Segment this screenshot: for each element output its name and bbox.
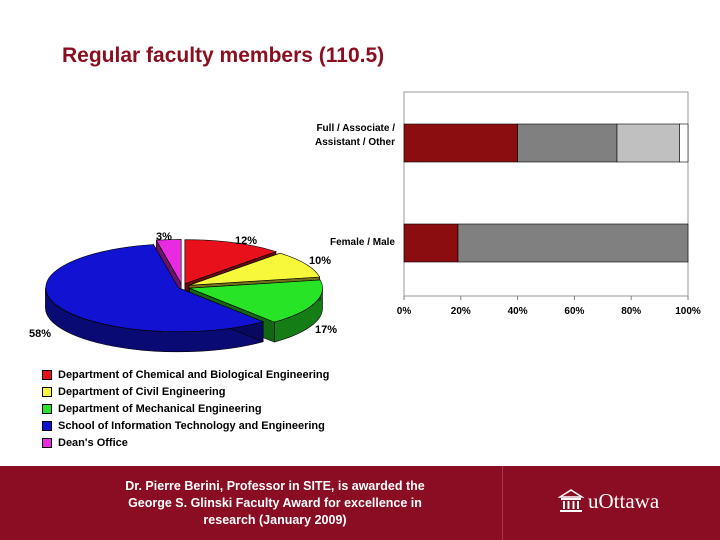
- pie-data-label: 17%: [315, 324, 337, 336]
- legend-item: School of Information Technology and Eng…: [42, 417, 329, 434]
- legend-swatch: [42, 437, 52, 448]
- x-tick-label: 40%: [508, 306, 528, 317]
- footer-announcement: Dr. Pierre Berini, Professor in SITE, is…: [60, 478, 490, 529]
- legend-swatch: [42, 386, 52, 397]
- footer-banner: Dr. Pierre Berini, Professor in SITE, is…: [0, 466, 720, 540]
- legend-swatch: [42, 420, 52, 431]
- pie-slice: [188, 252, 321, 286]
- logo-text: uOttawa: [588, 488, 660, 513]
- legend-item: Department of Chemical and Biological En…: [42, 366, 329, 383]
- legend-label: Department of Chemical and Biological En…: [58, 368, 330, 381]
- pie-slice: [45, 244, 265, 332]
- legend-label: Department of Civil Engineering: [58, 385, 226, 398]
- plot-area: [403, 91, 689, 297]
- pie-slice: [155, 239, 182, 285]
- bar-segment: [403, 123, 518, 163]
- legend-label: Department of Mechanical Engineering: [58, 402, 262, 415]
- x-tick-label: 60%: [564, 306, 584, 317]
- pie-legend: Department of Chemical and Biological En…: [42, 366, 329, 451]
- category-label: Assistant / Other: [315, 137, 395, 148]
- x-tick-label: 80%: [621, 306, 641, 317]
- x-tick-label: 100%: [675, 306, 701, 317]
- legend-item: Dean's Office: [42, 434, 329, 451]
- footer-line: Dr. Pierre Berini, Professor in SITE, is…: [125, 479, 425, 493]
- legend-item: Department of Civil Engineering: [42, 383, 329, 400]
- legend-swatch: [42, 369, 52, 380]
- footer-line: George S. Glinski Faculty Award for exce…: [128, 496, 422, 510]
- legend-item: Department of Mechanical Engineering: [42, 400, 329, 417]
- pie-data-label: 10%: [309, 255, 331, 267]
- building-icon: [558, 489, 584, 512]
- uottawa-logo: uOttawa: [558, 488, 659, 514]
- category-label: Female / Male: [330, 237, 395, 248]
- pie-slice: [189, 279, 323, 323]
- pie-data-label: 12%: [235, 235, 257, 247]
- bar-segment: [457, 223, 689, 263]
- pie-data-label: 3%: [156, 231, 172, 243]
- pie-slice: [184, 239, 277, 285]
- stacked-bar-chart: Full / Associate / Assistant / Other Femal…: [315, 91, 701, 317]
- legend-label: School of Information Technology and Eng…: [58, 419, 325, 432]
- page-title: Regular faculty members (110.5): [62, 44, 385, 67]
- x-tick-label: 0%: [397, 306, 412, 317]
- pie-chart: 12% 10% 17% 58% 3%: [29, 231, 337, 353]
- bar-segment: [403, 223, 459, 263]
- bar-segment: [517, 123, 618, 163]
- legend-label: Dean's Office: [58, 436, 128, 449]
- legend-swatch: [42, 403, 52, 414]
- bar-segment: [679, 123, 689, 163]
- category-label: Full / Associate /: [316, 123, 395, 134]
- bar-segment: [616, 123, 680, 163]
- footer-line: research (January 2009): [203, 513, 347, 527]
- x-tick-label: 20%: [451, 306, 471, 317]
- pie-data-label: 58%: [29, 328, 51, 340]
- charts-canvas: 12% 10% 17% 58% 3% Full / Associate / Assista…: [29, 91, 701, 353]
- footer-divider: [502, 466, 503, 540]
